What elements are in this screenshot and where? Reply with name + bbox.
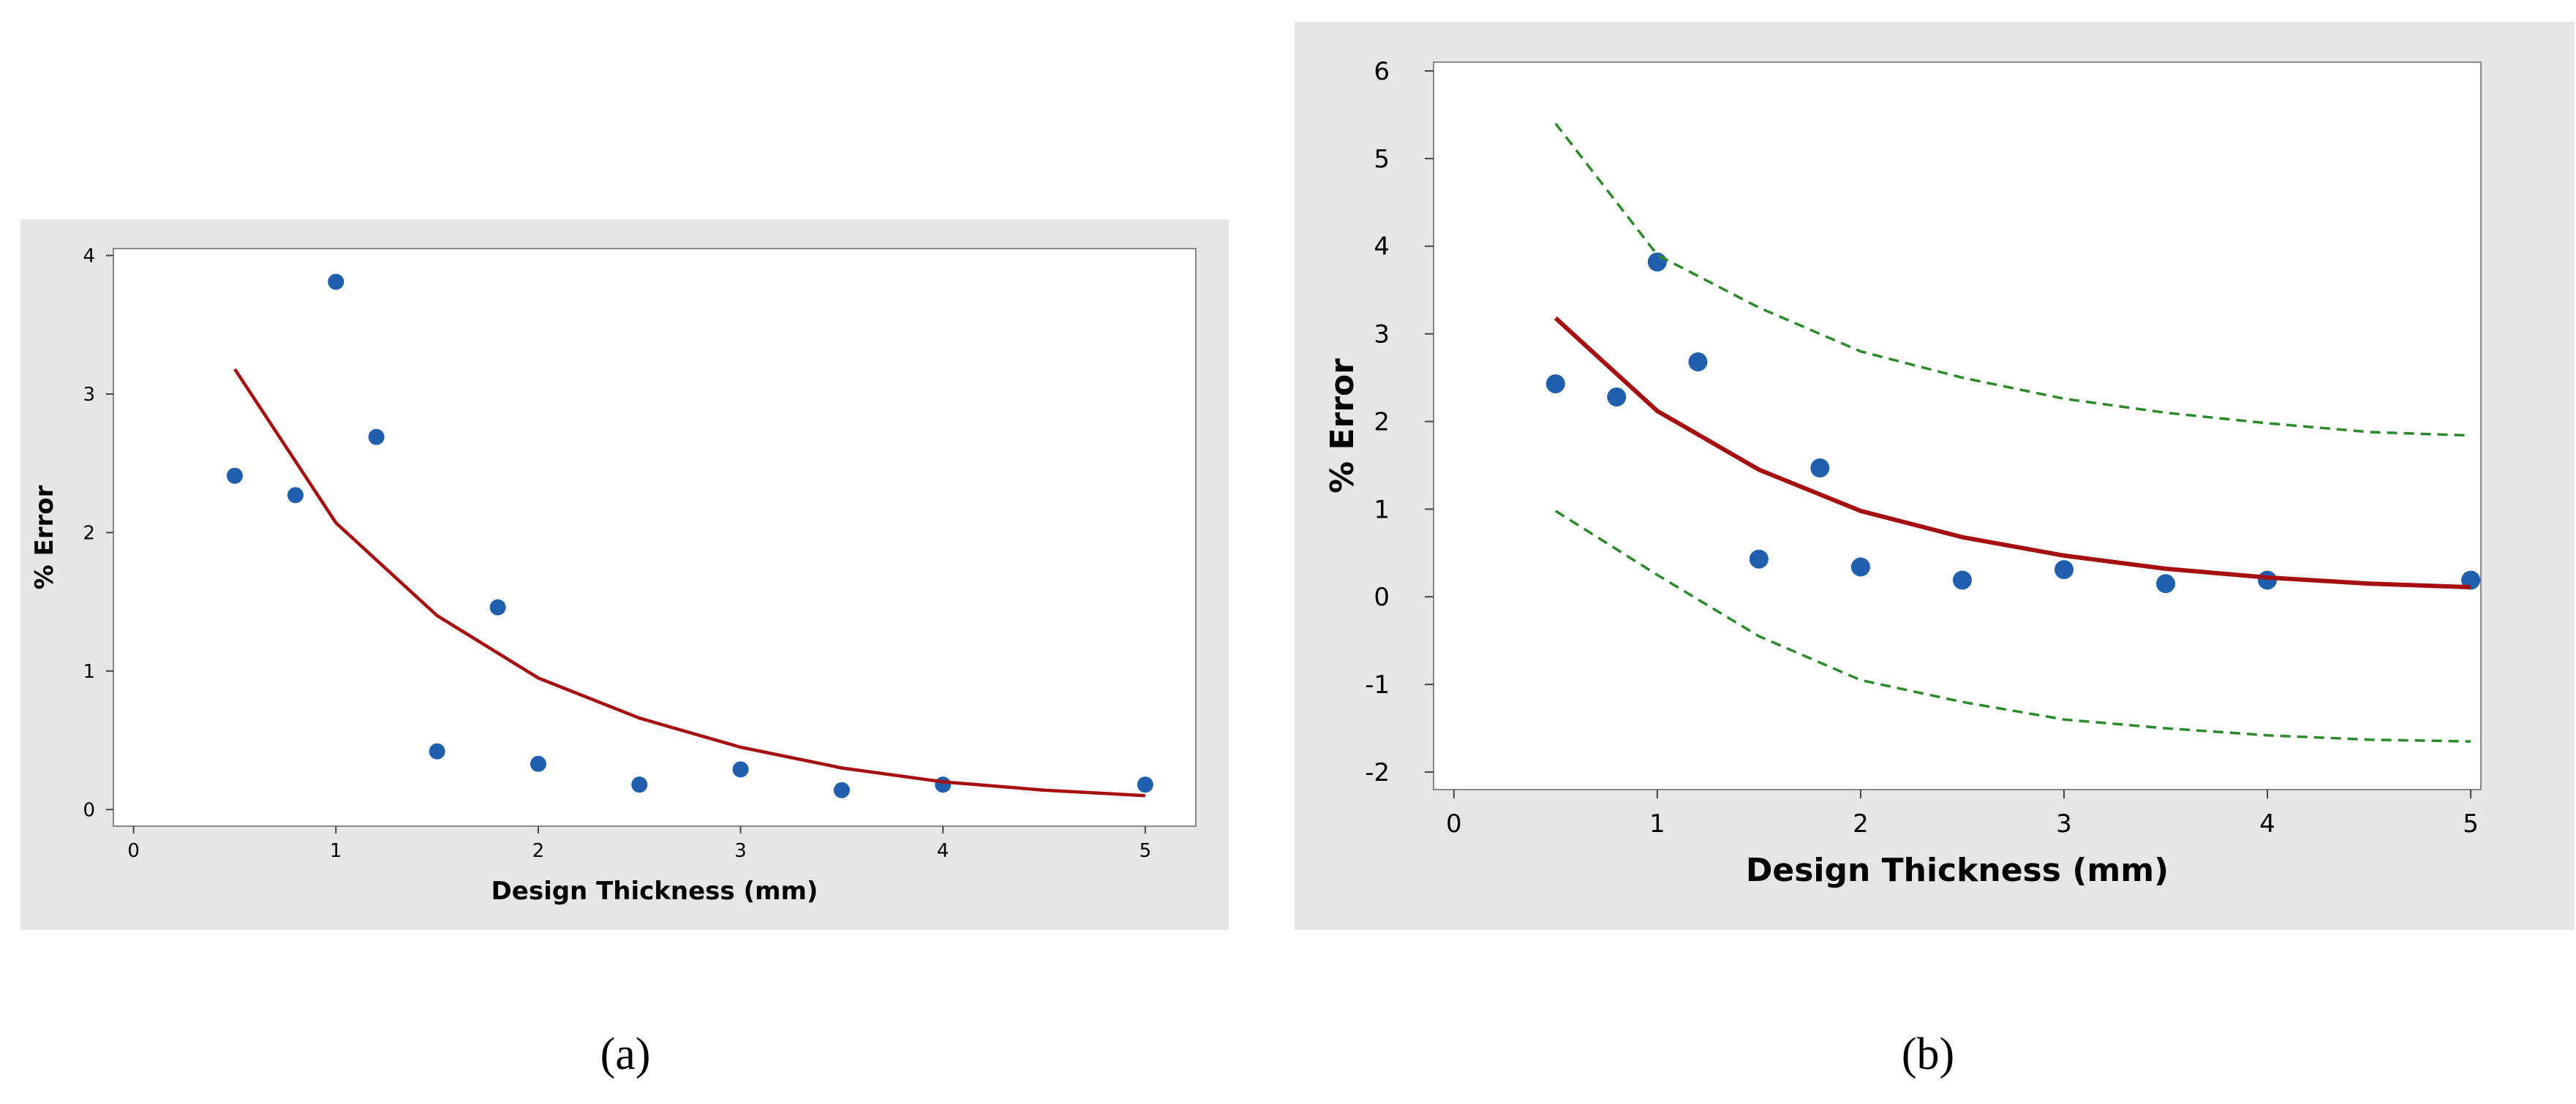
data-point [2258, 570, 2278, 590]
data-point [368, 428, 385, 445]
x-tick-label: 4 [937, 840, 949, 862]
figure-caption: (b) [1902, 1029, 1954, 1079]
y-tick-label: 2 [1374, 407, 1390, 436]
data-point [328, 273, 344, 290]
data-point [935, 776, 952, 793]
x-tick-label: 2 [1853, 809, 1869, 839]
x-tick-label: 5 [1140, 840, 1152, 862]
data-point [1607, 387, 1627, 407]
data-point [429, 743, 445, 760]
data-point [1810, 458, 1830, 478]
fitted-curve [1553, 316, 2471, 590]
data-point [1137, 776, 1153, 793]
data-point [833, 782, 850, 798]
y-tick-label: 2 [83, 522, 95, 544]
y-tick-label: 3 [1374, 320, 1390, 349]
y-tick-label: 5 [1374, 145, 1390, 174]
data-point [1850, 557, 1870, 577]
x-tick-label: 1 [1649, 809, 1665, 839]
data-point [732, 761, 749, 778]
data-point [226, 467, 243, 484]
x-tick-label: 1 [330, 840, 342, 862]
x-tick-label: 0 [1446, 809, 1462, 839]
y-tick-label: 1 [83, 661, 95, 683]
x-tick-label: 0 [127, 840, 140, 862]
x-tick-label: 4 [2259, 809, 2275, 839]
y-axis-label: % Error [30, 485, 59, 589]
y-tick-label: -2 [1365, 758, 1390, 787]
plot-area [113, 248, 1197, 827]
y-tick-label: 3 [83, 384, 95, 406]
x-tick-label: 3 [734, 840, 747, 862]
y-tick-label: 1 [1374, 495, 1390, 524]
data-point [489, 599, 506, 616]
x-tick-label: 5 [2463, 809, 2479, 839]
y-tick-label: 4 [1374, 232, 1390, 262]
x-tick-label: 2 [532, 840, 545, 862]
figure-caption: (a) [600, 1029, 651, 1079]
y-tick-label: 4 [83, 246, 95, 268]
data-point [1749, 549, 1769, 569]
data-point [530, 755, 546, 772]
data-point [1545, 374, 1565, 393]
data-point [1952, 570, 1972, 590]
chart-b: 0 1 2 3 4 5 -2 -1 0 1 2 3 4 5 6 Design Thickness (mm) % … [1295, 22, 2575, 1079]
x-axis-label: Design Thickness (mm) [1746, 852, 2169, 889]
prediction-interval-line [1554, 122, 2471, 437]
plot-area [1433, 61, 2482, 790]
data-point [1647, 252, 1667, 272]
y-tick-label: 6 [1374, 57, 1390, 86]
y-tick-label: -1 [1365, 670, 1390, 700]
data-point [1688, 352, 1708, 371]
data-point [2156, 574, 2176, 594]
data-point [2054, 560, 2074, 580]
x-axis-label: Design Thickness (mm) [492, 877, 818, 906]
x-tick-label: 3 [2056, 809, 2072, 839]
prediction-interval-line [1554, 510, 2471, 743]
data-point [631, 776, 648, 793]
chart-a: 0 1 2 3 4 5 0 1 2 3 4 Design Thickness (mm) % Error (… [20, 219, 1229, 1079]
y-axis-label: % Error [1324, 358, 1361, 494]
y-tick-label: 0 [83, 799, 95, 821]
y-tick-label: 0 [1374, 583, 1390, 612]
fitted-curve [233, 368, 1145, 798]
data-point [287, 487, 304, 504]
